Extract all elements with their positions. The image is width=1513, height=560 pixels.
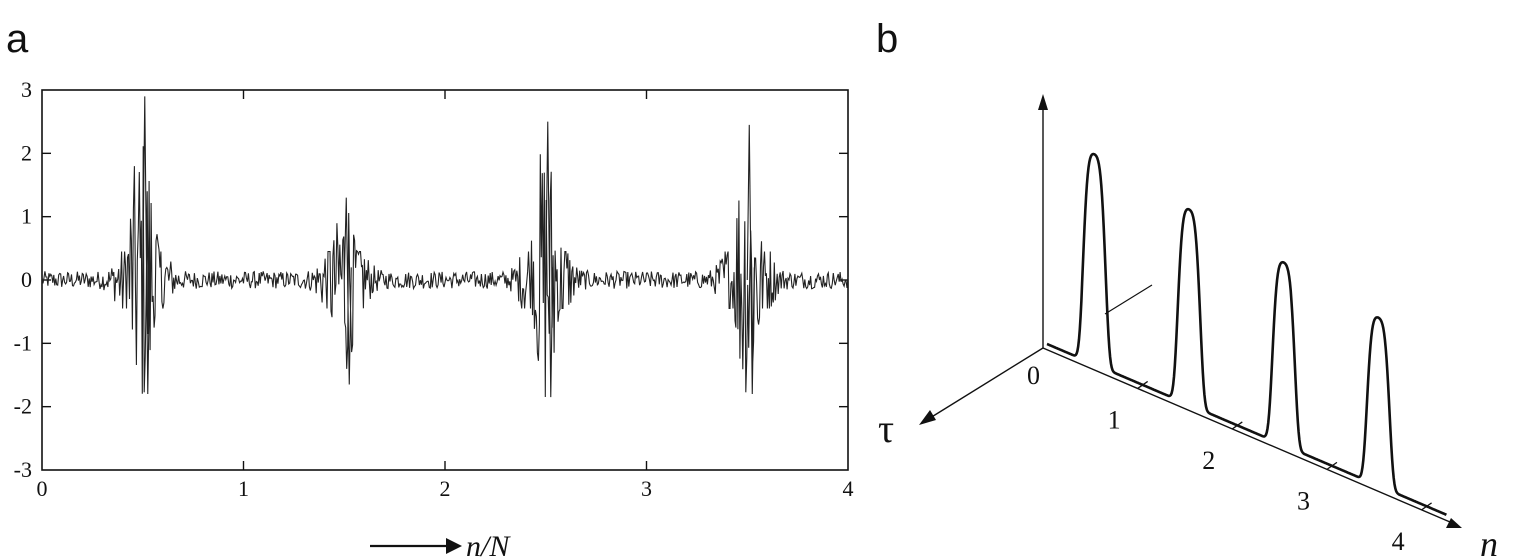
n-axis-label: n xyxy=(1480,524,1498,560)
n-tick-label: 1 xyxy=(1108,405,1121,434)
panel-label-b: b xyxy=(876,17,898,61)
tick-marks xyxy=(42,90,848,470)
n-tick-label: 3 xyxy=(1297,486,1310,515)
panel-b-chart: τ n 0 1 2 3 4 xyxy=(878,94,1498,560)
back-guide-line xyxy=(1104,284,1153,315)
vertical-axis-arrow xyxy=(1038,94,1048,110)
tau-axis-label: τ xyxy=(878,406,894,451)
pulse-curve xyxy=(1046,152,1447,516)
n-axis-tick-labels: 0 1 2 3 4 xyxy=(1027,361,1405,556)
tau-axis-arrow xyxy=(919,410,936,425)
x-tick-label: 3 xyxy=(641,476,652,501)
y-tick-label: 1 xyxy=(21,204,32,229)
x-axis-label-group: n/N xyxy=(370,530,511,560)
n-tick-label: 4 xyxy=(1392,527,1405,556)
signal-line xyxy=(41,96,849,398)
x-tick-label: 4 xyxy=(843,476,854,501)
x-tick-label: 1 xyxy=(238,476,249,501)
panel-a-chart: 0 1 2 3 4 3 2 1 0 -1 -2 -3 n/N xyxy=(14,77,854,560)
y-tick-label: -2 xyxy=(14,394,32,419)
y-tick-label: -3 xyxy=(14,457,32,482)
n-axis-ticks xyxy=(1137,380,1432,511)
panel-label-a: a xyxy=(6,17,29,61)
x-axis-label: n/N xyxy=(466,530,511,560)
y-tick-label: 3 xyxy=(21,77,32,102)
y-tick-label: 0 xyxy=(21,267,32,292)
y-tick-label: -1 xyxy=(14,330,32,355)
n-tick-label: 0 xyxy=(1027,361,1040,390)
y-tick-label: 2 xyxy=(21,140,32,165)
n-axis-arrow xyxy=(1446,518,1462,528)
n-axis xyxy=(1042,347,1451,523)
tau-axis xyxy=(929,347,1044,419)
n-tick-label: 2 xyxy=(1202,446,1215,475)
x-tick-label: 0 xyxy=(37,476,48,501)
x-tick-label: 2 xyxy=(440,476,451,501)
x-axis-arrow-head xyxy=(446,538,462,554)
tick-labels: 0 1 2 3 4 3 2 1 0 -1 -2 -3 xyxy=(14,77,854,501)
